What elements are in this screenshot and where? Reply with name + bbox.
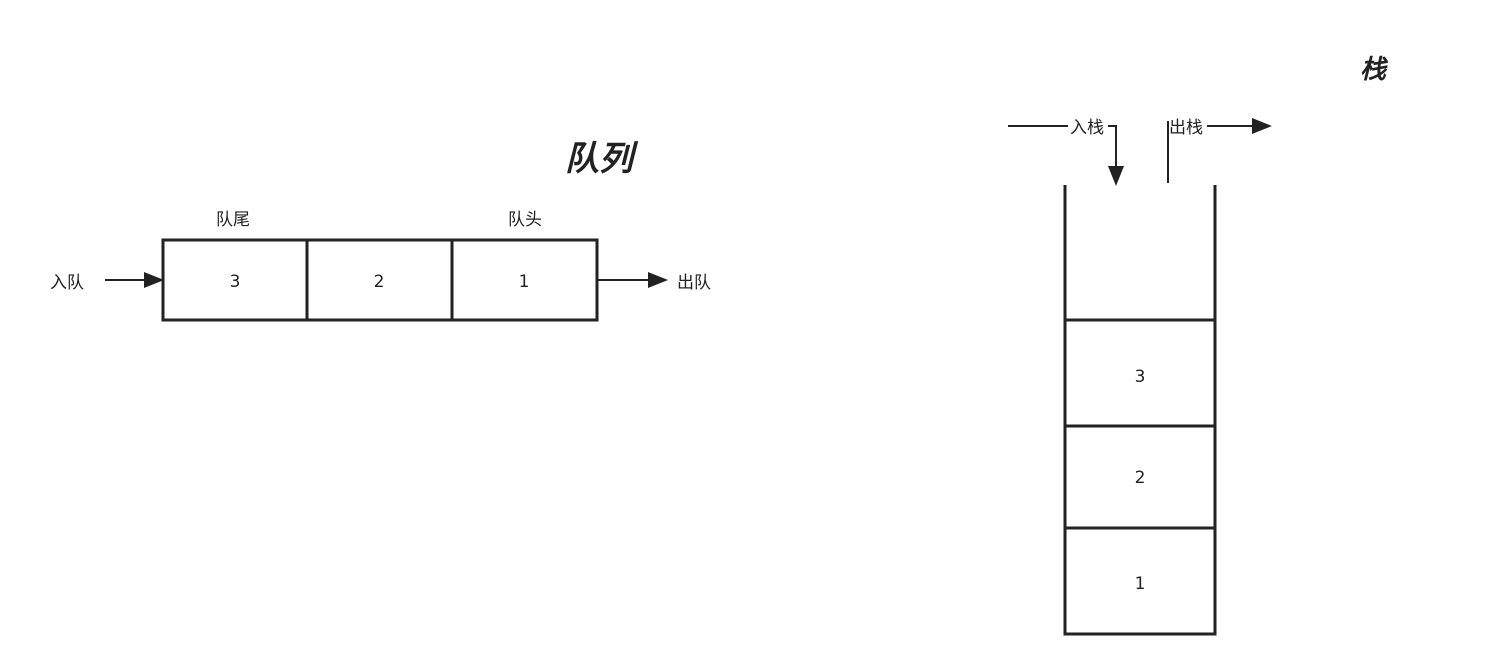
stack-cell	[1063, 526, 1217, 636]
stack-pop-arrowhead	[1252, 118, 1272, 134]
queue-diagram: 队列 队尾 队头 入队 3 2 1 出队	[50, 139, 711, 322]
queue-enqueue-arrowhead	[144, 272, 164, 288]
queue-cell-value: 1	[519, 272, 530, 292]
queue-cell	[305, 238, 454, 322]
queue-cell-value: 2	[374, 272, 385, 292]
queue-title: 队列	[565, 139, 639, 179]
stack-pop-label: 出栈	[1169, 118, 1203, 138]
queue-cell	[450, 238, 599, 322]
stack-cell	[1063, 318, 1217, 428]
stack-cell-value: 1	[1135, 574, 1146, 594]
stack-push-arrowhead	[1108, 166, 1124, 186]
stack-title: 栈	[1360, 55, 1388, 85]
stack-cell-value: 3	[1135, 367, 1146, 387]
queue-tail-label: 队尾	[216, 210, 250, 230]
stack-push-label: 入栈	[1070, 118, 1104, 138]
queue-enqueue-label: 入队	[50, 273, 84, 293]
stack-diagram: 栈 入栈 出栈 3 2 1	[1008, 55, 1388, 636]
queue-dequeue-label: 出队	[677, 273, 711, 293]
queue-head-label: 队头	[508, 210, 542, 230]
stack-push-arrow-line	[1108, 125, 1117, 168]
queue-cell-value: 3	[230, 272, 241, 292]
stack-cell-value: 2	[1135, 468, 1146, 488]
stack-cell	[1063, 424, 1217, 530]
queue-dequeue-arrowhead	[648, 272, 668, 288]
